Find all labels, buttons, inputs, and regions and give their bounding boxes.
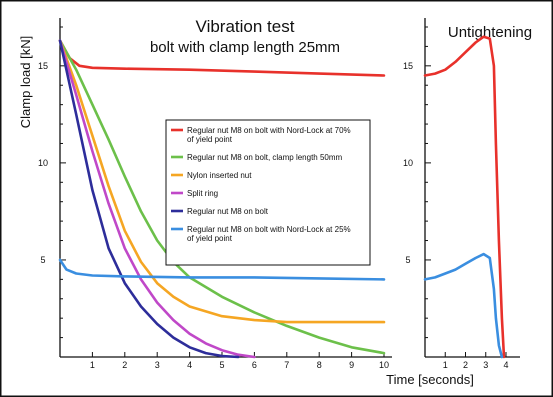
untightening-x-tick-label: 4 bbox=[503, 360, 508, 370]
main-x-tick-label: 5 bbox=[219, 360, 224, 370]
main-x-tick-label: 10 bbox=[379, 360, 389, 370]
main-x-tick-label: 6 bbox=[252, 360, 257, 370]
main-x-tick-label: 9 bbox=[349, 360, 354, 370]
main-series-line-5 bbox=[58, 258, 386, 281]
main-x-tick-label: 3 bbox=[155, 360, 160, 370]
legend-items: Regular nut M8 on bolt with Nord-Lock at… bbox=[171, 126, 351, 243]
legend-entry-2: Nylon inserted nut bbox=[187, 171, 252, 180]
x-axis-label: Time [seconds] bbox=[386, 372, 474, 387]
legend-box bbox=[165, 119, 371, 266]
legend-entry-1: Regular nut M8 on bolt, clamp length 50m… bbox=[187, 153, 343, 162]
main-y-tick-label: 5 bbox=[40, 255, 45, 265]
main-series-line-0 bbox=[58, 39, 386, 77]
main-y-tick-label: 15 bbox=[38, 61, 48, 71]
main-series-line-4 bbox=[58, 39, 240, 359]
y-axis-label: Clamp load [kN] bbox=[18, 36, 33, 128]
legend-entry-3: Split ring bbox=[187, 189, 218, 198]
chart-subtitle: bolt with clamp length 25mm bbox=[150, 39, 340, 56]
chart-title: Vibration test bbox=[196, 17, 295, 36]
main-series-line-2 bbox=[58, 39, 386, 324]
untightening-lines bbox=[423, 35, 506, 359]
untightening-title: Untightening bbox=[448, 24, 532, 41]
untightening-x-tick-label: 2 bbox=[463, 360, 468, 370]
legend: Regular nut M8 on bolt with Nord-Lock at… bbox=[165, 119, 371, 266]
legend-entry-4: Regular nut M8 on bolt bbox=[187, 207, 269, 216]
legend-entry-5: Regular nut M8 on bolt with Nord-Lock at… bbox=[187, 225, 351, 243]
untightening-x-tick-label: 3 bbox=[483, 360, 488, 370]
legend-entry-0: Regular nut M8 on bolt with Nord-Lock at… bbox=[187, 126, 351, 144]
main-series-line-3 bbox=[58, 39, 256, 359]
untightening-series-line-1 bbox=[423, 252, 504, 359]
untightening-series-line-0 bbox=[423, 35, 506, 359]
main-x-tick-label: 7 bbox=[284, 360, 289, 370]
main-x-tick-label: 8 bbox=[317, 360, 322, 370]
untightening-x-tick-label: 1 bbox=[443, 360, 448, 370]
main-x-tick-label: 4 bbox=[187, 360, 192, 370]
main-x-tick-label: 2 bbox=[122, 360, 127, 370]
untightening-y-tick-label: 10 bbox=[403, 158, 413, 168]
main-x-tick-label: 1 bbox=[90, 360, 95, 370]
untightening-y-tick-label: 5 bbox=[405, 255, 410, 265]
main-y-tick-label: 10 bbox=[38, 158, 48, 168]
untightening-y-tick-label: 15 bbox=[403, 61, 413, 71]
